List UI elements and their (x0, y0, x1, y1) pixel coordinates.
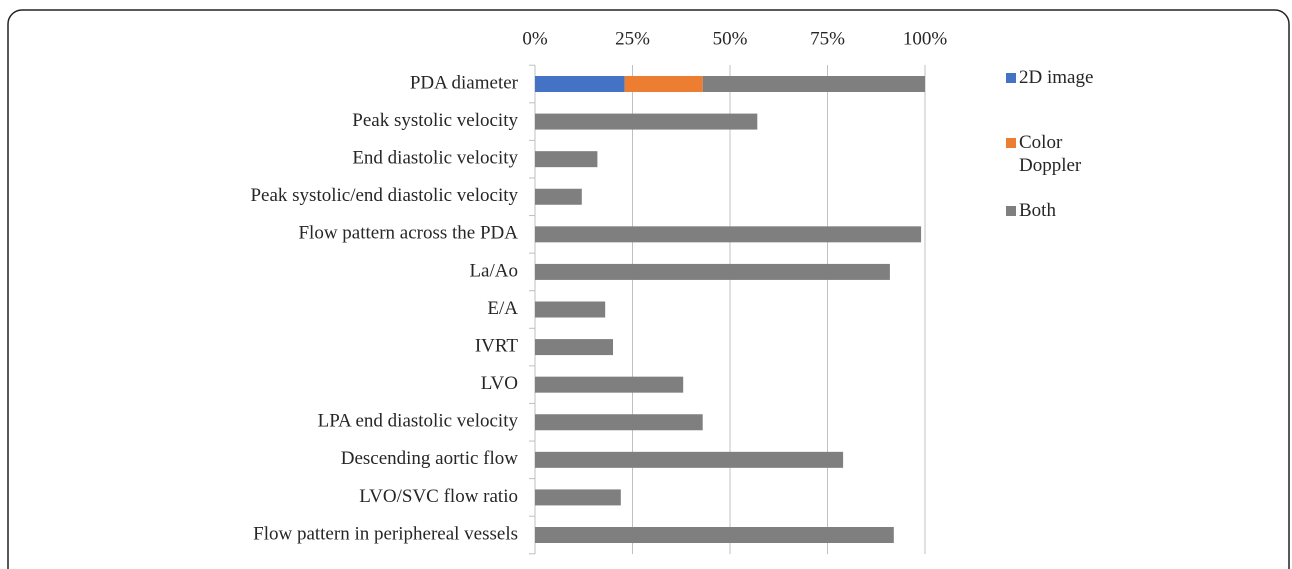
legend-label: Both (1019, 200, 1056, 221)
bar-segment (535, 451, 844, 468)
y-tick-label: LVO (481, 373, 518, 394)
y-tick-label: Peak systolic velocity (352, 110, 518, 131)
bar-segment (535, 151, 598, 168)
bar-segment (535, 113, 758, 130)
y-tick-label: Flow pattern across the PDA (298, 223, 518, 244)
x-tick-label: 25% (615, 28, 650, 49)
y-tick-label: Flow pattern in periphereal vessels (253, 523, 518, 544)
x-tick-label: 50% (713, 28, 748, 49)
bar-segment (535, 76, 625, 92)
bar-segment (535, 263, 890, 280)
y-tick-label: Descending aortic flow (341, 448, 519, 469)
frame (7, 9, 1290, 569)
bar-segment (535, 376, 684, 393)
y-tick-label: LPA end diastolic velocity (318, 411, 519, 432)
x-tick-label: 100% (903, 28, 948, 49)
bar-segment (535, 188, 582, 205)
bar-segment (535, 226, 922, 243)
x-tick-label: 75% (810, 28, 845, 49)
legend-swatch (1006, 206, 1016, 216)
y-tick-label: IVRT (475, 335, 519, 356)
bar-segment (535, 489, 621, 506)
y-tick-label: PDA diameter (410, 72, 519, 93)
bar-segment (624, 76, 703, 92)
bar-segment (535, 414, 703, 431)
bar-segment (535, 339, 613, 356)
y-tick-label: End diastolic velocity (352, 148, 518, 169)
y-tick-label: E/A (487, 298, 518, 319)
bar-segment (535, 527, 894, 543)
legend-label: 2D image (1019, 67, 1094, 88)
legend-swatch (1006, 73, 1016, 83)
y-tick-label: Peak systolic/end diastolic velocity (250, 185, 518, 206)
y-tick-label: LVO/SVC flow ratio (359, 486, 518, 507)
x-tick-label: 0% (522, 28, 548, 49)
y-tick-label: La/Ao (469, 260, 518, 281)
bar-segment (702, 76, 925, 92)
bar-segment (535, 301, 606, 318)
legend-label: Color Doppler (1019, 132, 1082, 176)
legend-swatch (1006, 138, 1016, 148)
